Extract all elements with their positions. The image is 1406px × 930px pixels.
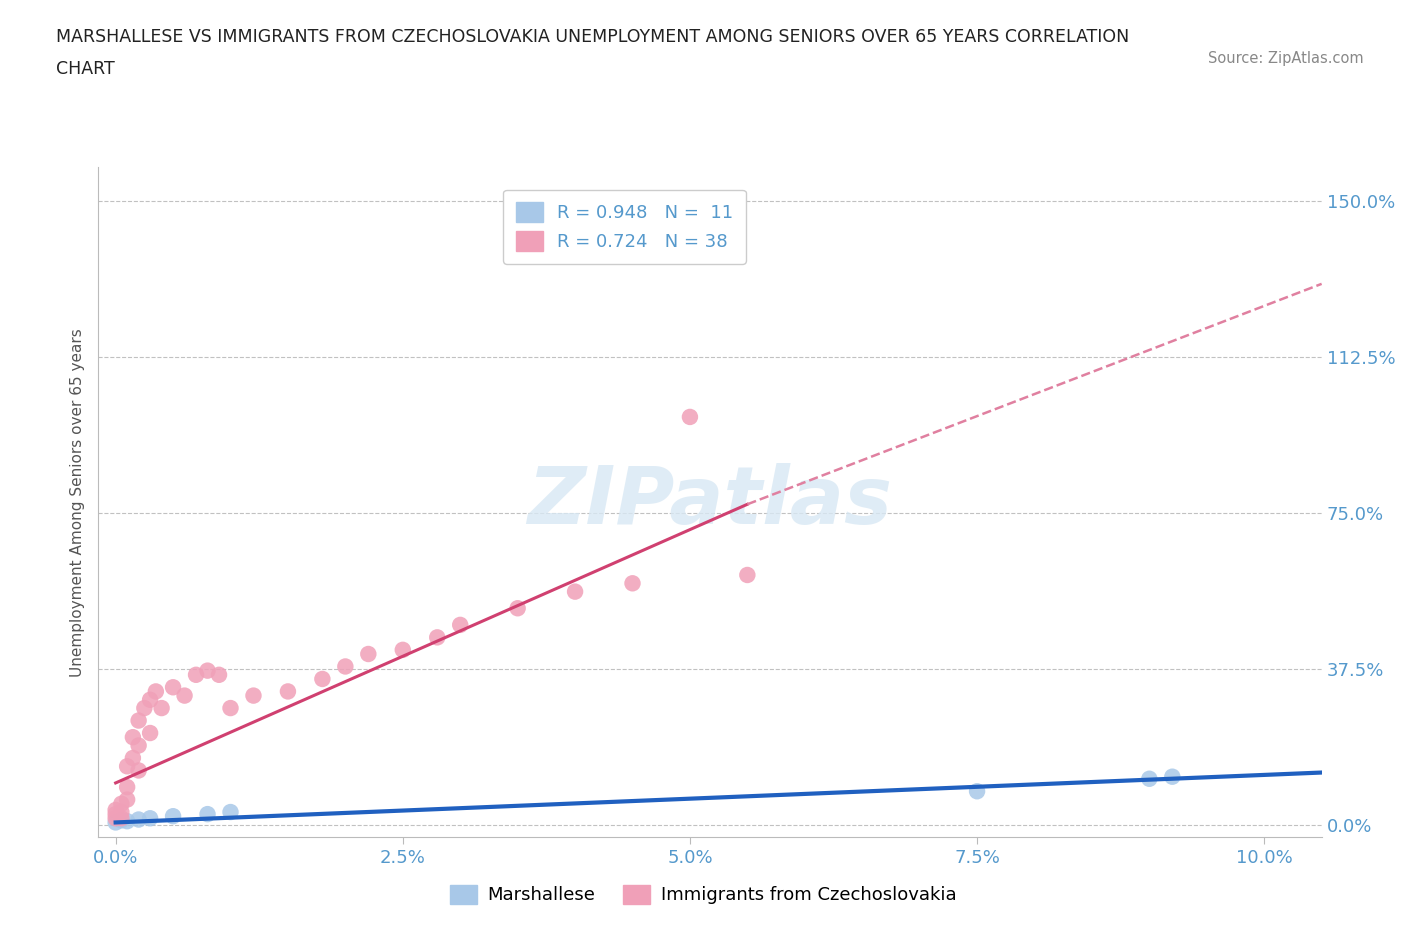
Point (737, 567, 759, 582)
Point (110, 813, 132, 828)
Point (115, 759, 138, 774)
Text: CHART: CHART (56, 60, 115, 78)
Point (1137, 771, 1160, 786)
Point (104, 806, 127, 821)
Point (139, 725, 162, 740)
Point (104, 815, 127, 830)
Point (139, 692, 162, 707)
Point (426, 630, 449, 644)
Point (564, 584, 586, 599)
Point (357, 646, 380, 661)
Point (966, 784, 988, 799)
Point (219, 804, 242, 819)
Point (150, 700, 173, 715)
Legend: Marshallese, Immigrants from Czechoslovakia: Marshallese, Immigrants from Czechoslova… (443, 878, 963, 911)
Legend: R = 0.948   N =  11, R = 0.724   N = 38: R = 0.948 N = 11, R = 0.724 N = 38 (503, 190, 745, 264)
Point (115, 779, 138, 794)
Point (122, 751, 145, 765)
Point (128, 713, 150, 728)
Point (104, 803, 127, 817)
Point (162, 809, 184, 824)
Point (449, 618, 471, 632)
Text: Source: ZipAtlas.com: Source: ZipAtlas.com (1208, 51, 1364, 66)
Point (621, 576, 644, 591)
Point (104, 811, 127, 826)
Point (162, 680, 184, 695)
Point (242, 688, 264, 703)
Point (197, 806, 219, 821)
Point (122, 730, 145, 745)
Point (679, 409, 702, 424)
Point (208, 668, 231, 683)
Point (128, 738, 150, 753)
Point (335, 659, 357, 674)
Point (139, 811, 162, 826)
Text: MARSHALLESE VS IMMIGRANTS FROM CZECHOSLOVAKIA UNEMPLOYMENT AMONG SENIORS OVER 65: MARSHALLESE VS IMMIGRANTS FROM CZECHOSLO… (56, 28, 1129, 46)
Point (115, 814, 138, 829)
Point (197, 663, 219, 678)
Text: ZIPatlas: ZIPatlas (527, 463, 893, 541)
Point (134, 700, 156, 715)
Point (391, 643, 413, 658)
Point (110, 804, 132, 819)
Point (1161, 769, 1184, 784)
Point (506, 601, 529, 616)
Point (115, 792, 138, 807)
Point (128, 763, 150, 777)
Point (128, 812, 150, 827)
Point (173, 688, 195, 703)
Point (145, 684, 167, 698)
Point (219, 700, 242, 715)
Point (277, 684, 299, 698)
Point (311, 671, 333, 686)
Point (184, 668, 207, 683)
Y-axis label: Unemployment Among Seniors over 65 years: Unemployment Among Seniors over 65 years (70, 328, 86, 677)
Point (110, 796, 132, 811)
Point (110, 811, 132, 826)
